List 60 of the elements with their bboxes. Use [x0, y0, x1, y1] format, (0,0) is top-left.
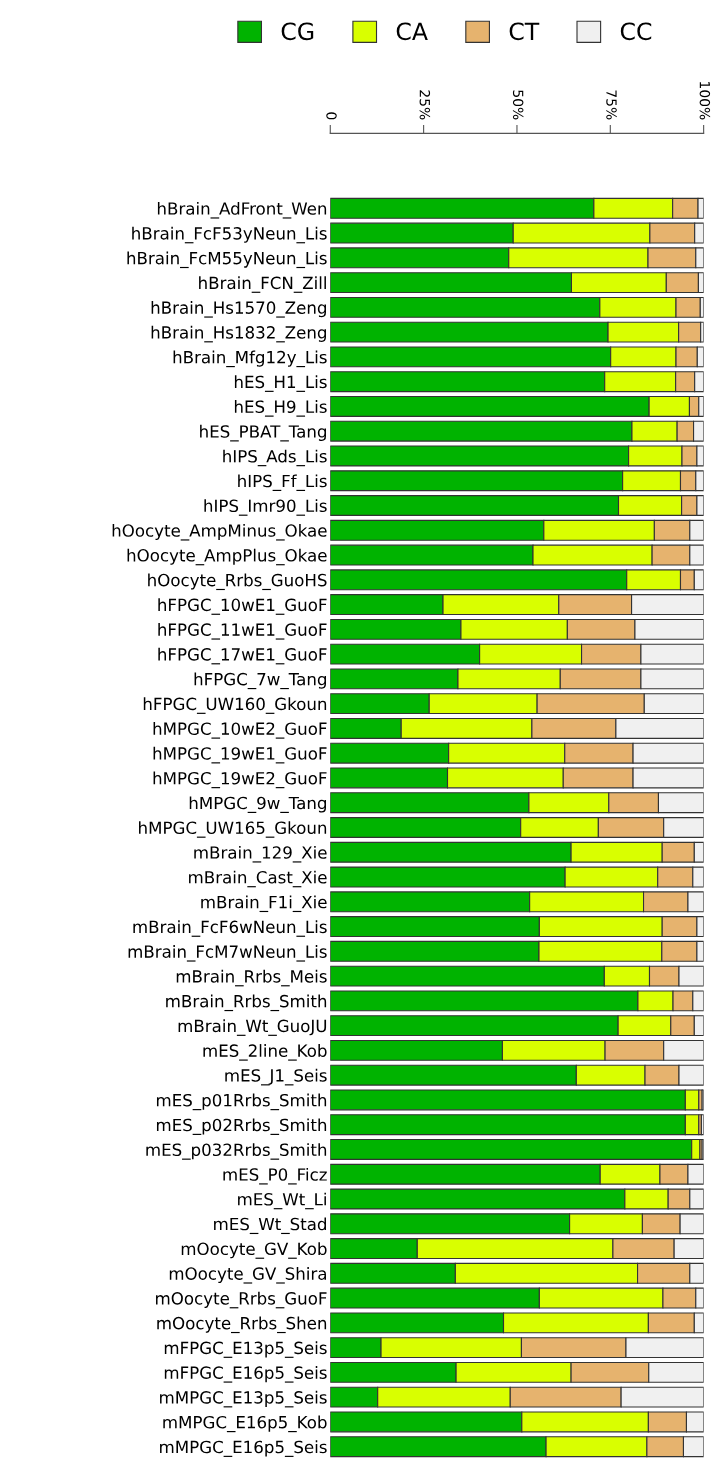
y-tick-label: hIPS_Ads_Lis	[223, 449, 327, 467]
y-tick-label: hFPGC_11wE1_GuoF	[158, 623, 327, 640]
y-tick-label: mES_Wt_Stad	[214, 1217, 326, 1235]
y-tick-label: mMPGC_E16p5_Seis	[160, 1440, 327, 1457]
y-tick-label: hFPGC_UW160_Gkoun	[143, 697, 327, 714]
y-tick-label: mBrain_FcF6wNeun_Lis	[133, 920, 327, 937]
y-tick-label: mBrain_Wt_GuoJU	[178, 1019, 327, 1036]
y-tick-label: hBrain_AdFront_Wen	[157, 201, 327, 219]
y-tick-label: mBrain_FcM7wNeun_Lis	[128, 945, 327, 962]
y-tick-label: hMPGC_10wE2_GuoF	[153, 722, 327, 739]
y-tick-label: mES_P0_Ficz	[223, 1167, 327, 1185]
x-tick-label: 25%	[419, 90, 431, 120]
y-tick-label: hMPGC_UW165_Gkoun	[139, 821, 327, 838]
y-tick-label: hIPS_Ff_Lis	[238, 474, 327, 491]
y-tick-label: mES_J1_Seis	[225, 1068, 327, 1086]
y-tick-label: hBrain_Hs1570_Zeng	[151, 301, 326, 318]
y-tick-label: mES_p01Rrbs_Smith	[156, 1093, 327, 1111]
y-tick-label: mES_p032Rrbs_Smith	[146, 1143, 327, 1160]
y-tick-label: mES_p02Rrbs_Smith	[156, 1118, 327, 1135]
y-tick-label: mES_Wt_Li	[238, 1192, 326, 1210]
y-tick-label: mOocyte_GV_Kob	[181, 1242, 327, 1259]
y-tick-label: hIPS_Imr90_Lis	[204, 499, 327, 516]
y-tick-label: mMPGC_E16p5_Kob	[163, 1415, 327, 1433]
y-tick-label: hBrain_Mfg12y_Lis	[173, 350, 327, 368]
y-tick-label: hOocyte_AmpMinus_Okae	[112, 523, 327, 541]
legend-label: CC	[620, 22, 652, 41]
y-tick-label: hOocyte_Rrbs_GuoHS	[148, 573, 327, 591]
y-tick-label: mBrain_Cast_Xie	[189, 870, 327, 888]
legend-label: CT	[509, 22, 540, 41]
y-tick-label: hFPGC_17wE1_GuoF	[158, 647, 327, 665]
y-tick-label: hBrain_FCN_Zill	[199, 276, 326, 293]
y-tick-label: mOocyte_GV_Shira	[169, 1266, 326, 1284]
x-tick-label: 50%	[512, 90, 524, 120]
y-tick-label: hBrain_Hs1832_Zeng	[151, 325, 326, 343]
y-tick-label: mMPGC_E13p5_Seis	[160, 1390, 327, 1408]
y-tick-label: hFPGC_7w_Tang	[194, 672, 326, 690]
y-tick-label: hES_PBAT_Tang	[200, 424, 326, 442]
x-tick-label: 75%	[606, 90, 617, 120]
y-tick-label: hBrain_FcM55yNeun_Lis	[127, 251, 327, 269]
y-tick-label: hMPGC_19wE1_GuoF	[153, 746, 327, 764]
x-tick-label: 100%	[699, 82, 711, 120]
y-tick-label: hBrain_FcF53yNeun_Lis	[132, 226, 327, 244]
legend-label: CG	[281, 22, 314, 41]
y-tick-label: mES_2line_Kob	[203, 1044, 327, 1061]
y-tick-label: mFPGC_E13p5_Seis	[164, 1341, 327, 1358]
legend-label: CA	[396, 22, 428, 41]
x-tick-label: 0	[326, 112, 337, 120]
y-tick-label: mBrain_Rrbs_Smith	[166, 994, 327, 1012]
y-tick-label: mBrain_Rrbs_Meis	[176, 969, 327, 987]
y-tick-label: mOocyte_Rrbs_Shen	[157, 1316, 327, 1334]
y-tick-label: hES_H1_Lis	[234, 375, 327, 392]
y-tick-label: mOocyte_Rrbs_GuoF	[156, 1291, 327, 1309]
y-tick-label: hFPGC_10wE1_GuoF	[158, 598, 327, 615]
y-tick-label: hOocyte_AmpPlus_Okae	[127, 548, 327, 566]
y-tick-label: mBrain_129_Xie	[194, 845, 327, 863]
y-tick-label: hMPGC_9w_Tang	[189, 796, 326, 813]
y-tick-label: mFPGC_E16p5_Seis	[164, 1366, 327, 1383]
y-tick-label: hES_H9_Lis	[234, 400, 327, 417]
y-tick-label: hMPGC_19wE2_GuoF	[153, 771, 327, 789]
y-tick-label: mBrain_F1i_Xie	[201, 895, 327, 913]
